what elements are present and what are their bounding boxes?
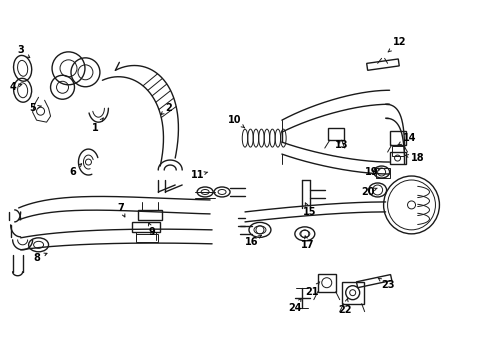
Bar bbox=[132, 222, 160, 232]
Text: 17: 17 bbox=[301, 236, 314, 250]
Bar bbox=[327, 128, 343, 140]
Text: 19: 19 bbox=[364, 167, 381, 177]
Text: 24: 24 bbox=[287, 298, 301, 312]
Bar bbox=[341, 282, 363, 303]
Bar bbox=[138, 210, 162, 220]
Text: 13: 13 bbox=[334, 140, 348, 150]
Text: 12: 12 bbox=[387, 37, 406, 52]
Text: 10: 10 bbox=[228, 115, 244, 128]
Bar bbox=[391, 146, 403, 156]
Text: 3: 3 bbox=[17, 45, 30, 58]
Text: 18: 18 bbox=[404, 153, 424, 163]
Text: 15: 15 bbox=[303, 203, 316, 217]
Text: 23: 23 bbox=[377, 278, 393, 290]
Bar bbox=[366, 59, 398, 70]
Text: 8: 8 bbox=[33, 253, 47, 263]
Text: 2: 2 bbox=[161, 103, 171, 114]
Text: 9: 9 bbox=[148, 223, 155, 237]
Text: 14: 14 bbox=[397, 133, 415, 145]
Bar bbox=[389, 131, 405, 145]
Text: 22: 22 bbox=[337, 299, 351, 315]
Text: 21: 21 bbox=[305, 282, 319, 297]
Text: 20: 20 bbox=[360, 187, 376, 197]
Text: 5: 5 bbox=[29, 103, 41, 113]
Bar bbox=[389, 152, 405, 164]
Bar bbox=[375, 168, 389, 178]
Bar bbox=[136, 234, 158, 242]
Text: 11: 11 bbox=[191, 170, 207, 180]
Text: 4: 4 bbox=[9, 82, 22, 92]
Text: 1: 1 bbox=[92, 118, 103, 133]
Bar bbox=[317, 274, 335, 292]
Text: 7: 7 bbox=[117, 203, 124, 217]
Text: 16: 16 bbox=[244, 235, 261, 247]
Bar bbox=[356, 275, 391, 288]
Text: 6: 6 bbox=[69, 164, 81, 177]
